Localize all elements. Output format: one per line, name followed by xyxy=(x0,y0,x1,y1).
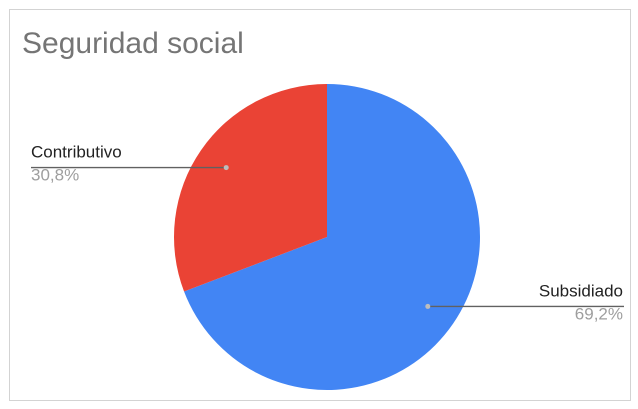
slice-label-subsidiado: Subsidiado xyxy=(539,281,623,300)
slice-label-contributivo: Contributivo xyxy=(31,143,122,162)
pie-slice-subsidiado xyxy=(184,84,480,390)
slice-percent-contributivo: 30,8% xyxy=(31,166,79,185)
chart-title: Seguridad social xyxy=(22,27,244,60)
leader-dot-contributivo xyxy=(223,165,229,171)
slice-percent-subsidiado: 69,2% xyxy=(575,304,623,323)
leader-dot-subsidiado xyxy=(425,303,431,309)
pie-slice-contributivo xyxy=(174,84,327,292)
